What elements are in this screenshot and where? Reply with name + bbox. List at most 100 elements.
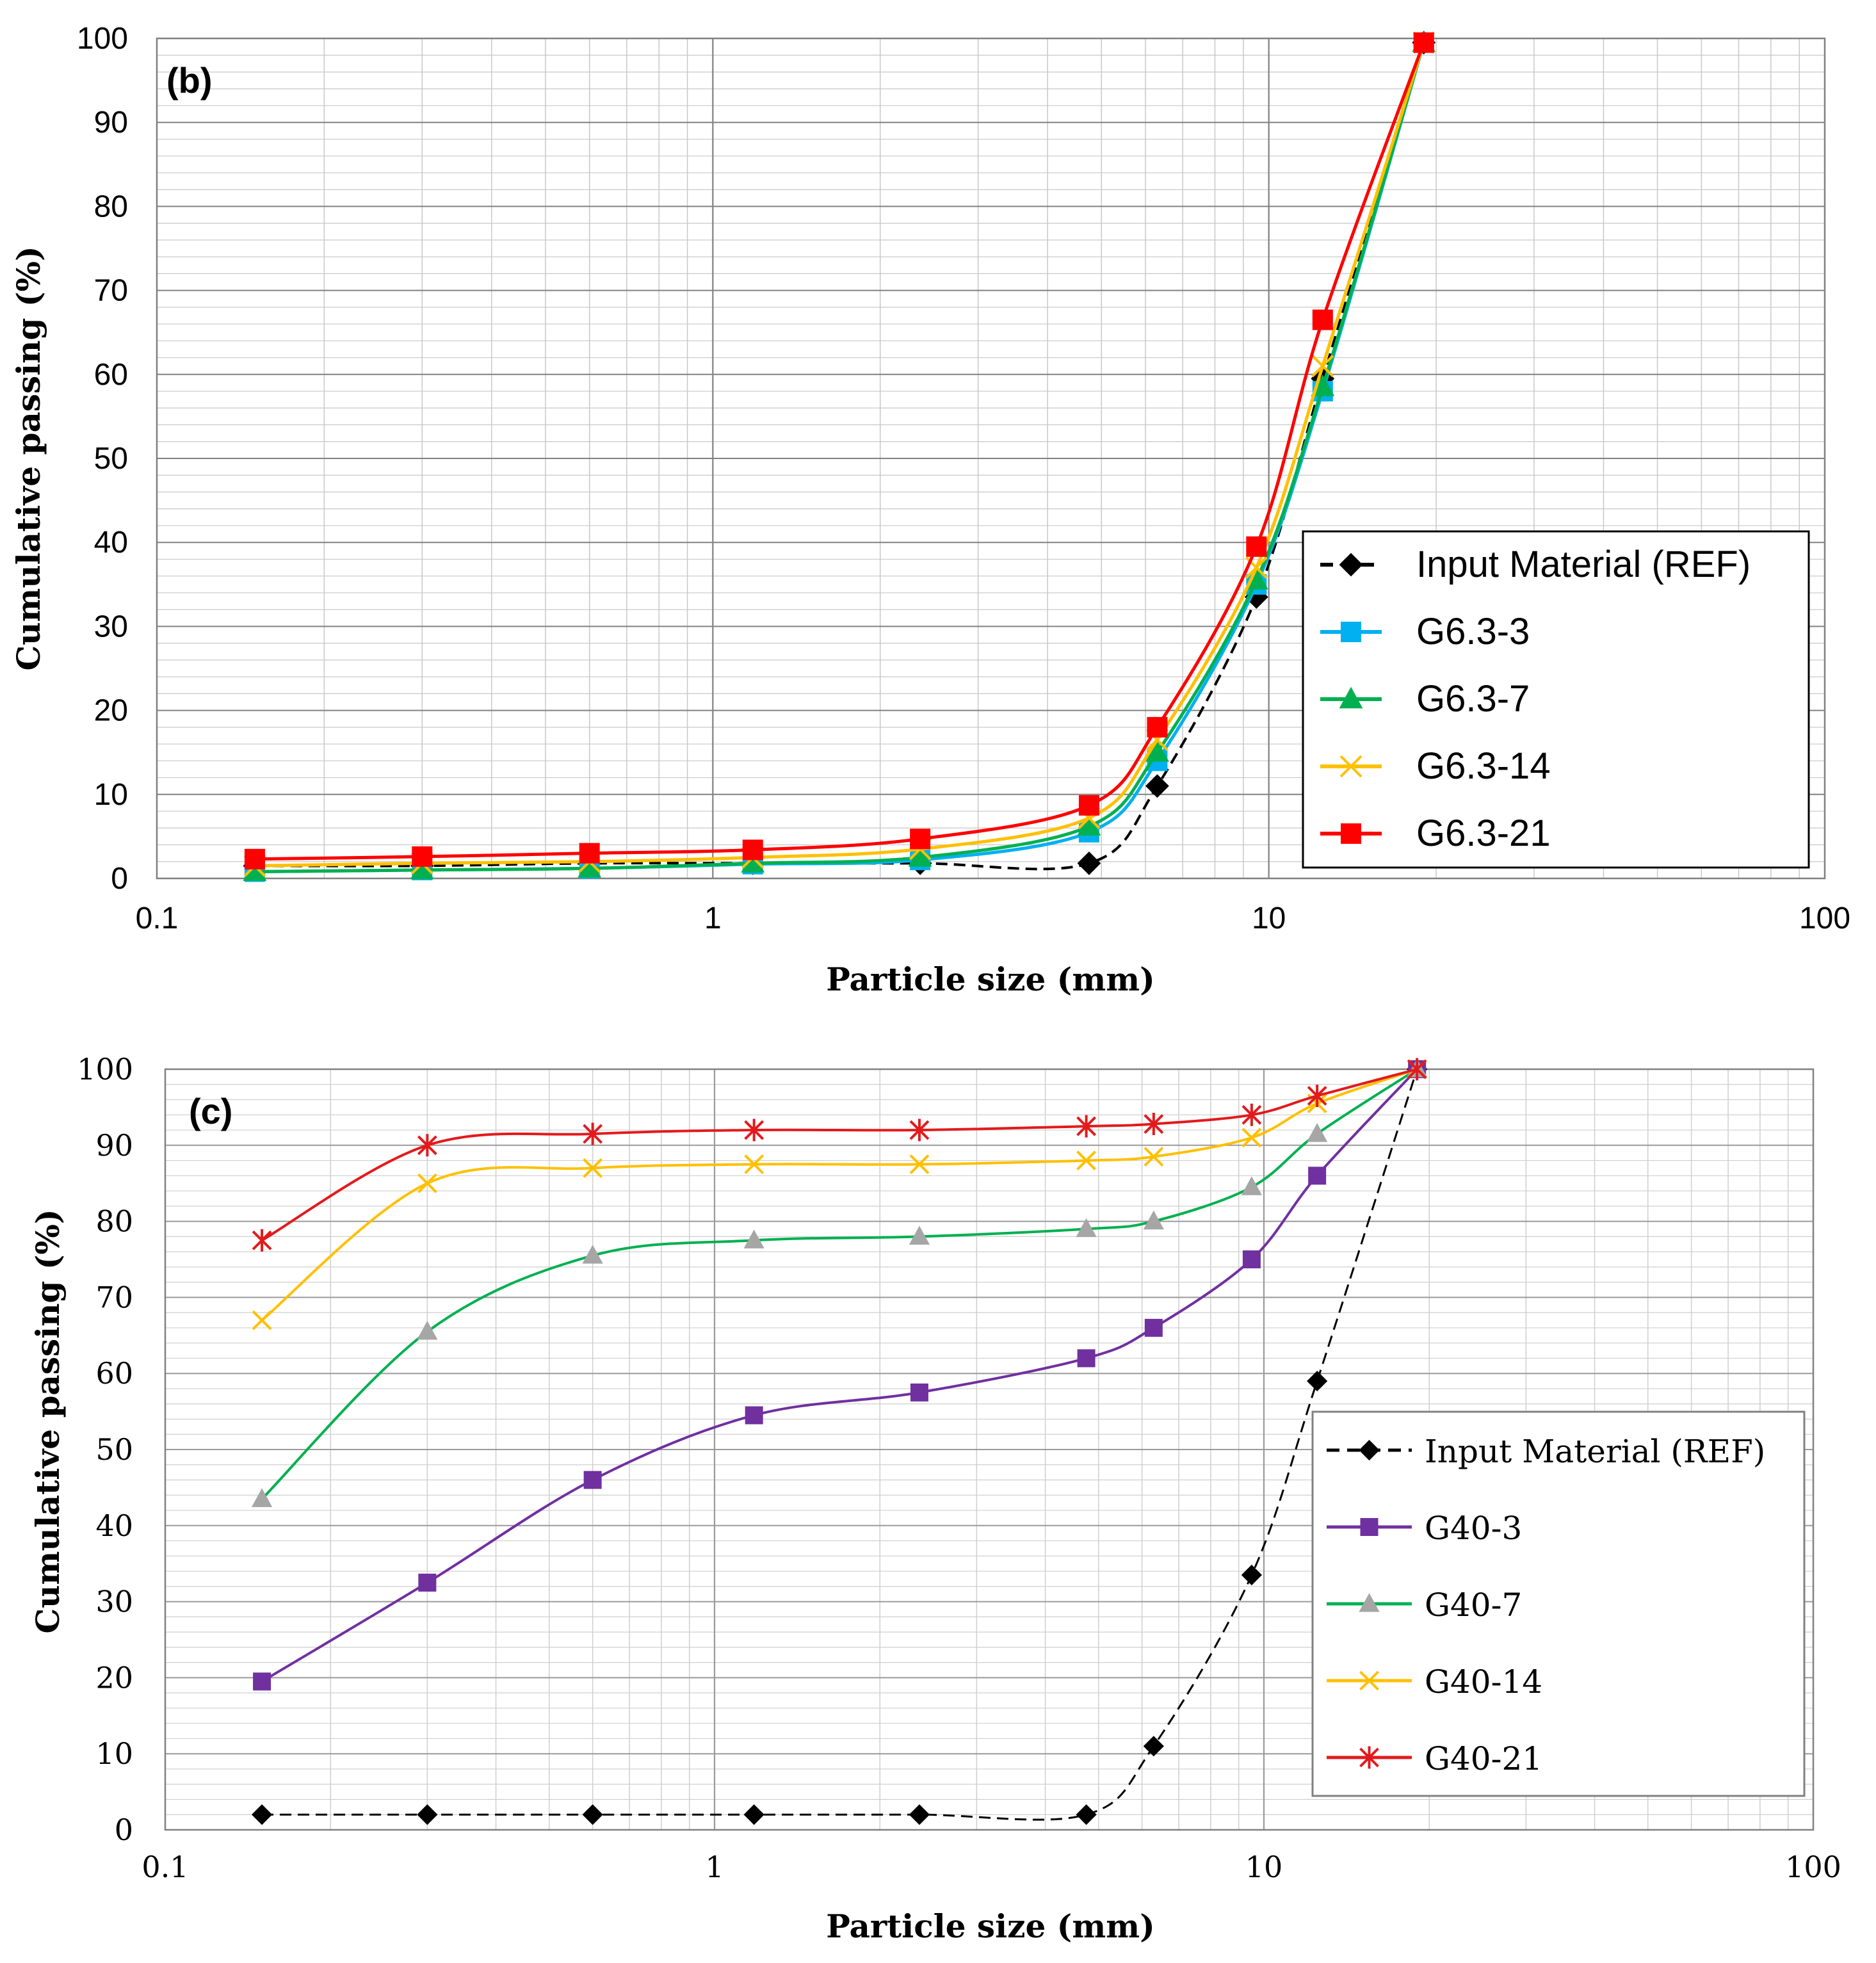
chart-b-series-line bbox=[254, 42, 1426, 868]
chart-b-series-line bbox=[254, 42, 1425, 871]
chart-b-y-tick-label: 50 bbox=[94, 442, 128, 476]
chart-b-legend-entry: G6.3-3 bbox=[1416, 611, 1530, 652]
chart-b-data-point bbox=[410, 857, 434, 880]
chart-c-y-tick-label: 40 bbox=[95, 1508, 133, 1543]
chart-b-y-tick-label: 30 bbox=[94, 610, 128, 643]
chart-c-data-point bbox=[252, 1229, 272, 1252]
chart-c-y-tick-label: 80 bbox=[95, 1204, 133, 1239]
chart-b-y-tick-label: 80 bbox=[94, 190, 128, 223]
chart-b-data-point bbox=[908, 845, 932, 867]
chart-b-legend-marker bbox=[1339, 686, 1363, 709]
chart-c-data-point bbox=[1308, 1167, 1327, 1185]
chart-c-data-point bbox=[1241, 1564, 1262, 1586]
chart-b-x-tick-label: 0.1 bbox=[136, 901, 179, 935]
chart-c-data-point bbox=[253, 1672, 271, 1691]
chart-b-panel-label: (b) bbox=[166, 60, 213, 101]
chart-c-legend-entry: G40-21 bbox=[1425, 1740, 1542, 1777]
chart-b-y-tick-label: 0 bbox=[111, 862, 128, 896]
chart-c-data-point bbox=[417, 1804, 438, 1825]
chart-b-data-point bbox=[1246, 536, 1267, 557]
chart-b-plot-frame bbox=[156, 37, 1826, 880]
chart-b-data-point bbox=[579, 843, 600, 864]
chart-b-legend: Input Material (REF) G6.3-3 G6.3-7 G6.3-14 G… bbox=[1302, 530, 1810, 869]
chart-c-data-point bbox=[1241, 1103, 1262, 1126]
chart-c-series-line bbox=[262, 1069, 1418, 1821]
chart-c-panel-label: (c) bbox=[189, 1091, 232, 1131]
chart-c-data-point bbox=[417, 1173, 437, 1193]
chart-c-legend-entry: G40-7 bbox=[1425, 1587, 1522, 1624]
chart-c-x-tick-label: 10 bbox=[1245, 1850, 1283, 1884]
chart-b-data-point bbox=[1077, 851, 1101, 875]
chart-c-legend: Input Material (REF) G40-3 G40-7 G40-14 G40-… bbox=[1311, 1410, 1806, 1797]
chart-b-legend-entry: G6.3-7 bbox=[1416, 678, 1530, 720]
chart-c-legend-entry: G40-14 bbox=[1425, 1663, 1542, 1700]
chart-b-data-point bbox=[578, 856, 602, 878]
chart-c-y-tick-label: 0 bbox=[115, 1813, 133, 1847]
chart-c-data-point bbox=[1144, 1147, 1164, 1167]
chart-b-legend-marker bbox=[1341, 622, 1361, 642]
chart-b-data-point bbox=[742, 839, 763, 860]
chart-c-series-input-material-ref- bbox=[251, 1058, 1428, 1825]
chart-b-y-tick-label: 10 bbox=[94, 778, 128, 812]
chart-c-data-point bbox=[1242, 1250, 1261, 1268]
chart-b-y-tick-label: 40 bbox=[94, 526, 128, 560]
chart-b-data-point bbox=[244, 848, 265, 869]
chart-c-x-tick-label: 0.1 bbox=[142, 1850, 188, 1884]
chart-c-data-point bbox=[1076, 1151, 1097, 1170]
chart-c-data-point bbox=[417, 1134, 437, 1157]
chart-b-series-g6-3-21 bbox=[244, 32, 1434, 869]
chart-c-y-tick-label: 10 bbox=[95, 1736, 133, 1771]
chart-c-data-point bbox=[1307, 1370, 1328, 1392]
chart-c-x-axis-title: Particle size (mm) bbox=[826, 1907, 1155, 1945]
chart-b-y-tick-label: 60 bbox=[94, 358, 128, 392]
chart-c-legend-entry: Input Material (REF) bbox=[1425, 1433, 1765, 1470]
chart-c-data-point bbox=[582, 1804, 603, 1825]
chart-c-data-point bbox=[1241, 1176, 1262, 1195]
chart-b-series-g6-3-3 bbox=[244, 32, 1434, 882]
chart-c-data-point bbox=[1407, 1058, 1427, 1081]
chart-b-data-point bbox=[412, 846, 433, 867]
chart-b-series-line bbox=[254, 42, 1426, 861]
chart-b-x-tick-label: 10 bbox=[1252, 901, 1286, 935]
chart-b-data-point bbox=[1145, 740, 1169, 762]
chart-c-data-point bbox=[744, 1154, 764, 1174]
chart-b-legend-entry: G6.3-21 bbox=[1416, 812, 1551, 854]
chart-c-data-point bbox=[1144, 1318, 1163, 1337]
chart-b-y-tick-label: 70 bbox=[94, 274, 128, 308]
chart-c-data-point bbox=[1077, 1349, 1096, 1368]
chart-b-data-point bbox=[1147, 716, 1168, 738]
chart-c-data-point bbox=[743, 1229, 764, 1248]
chart-b-series-line bbox=[254, 42, 1426, 873]
chart-c-data-point bbox=[583, 1471, 602, 1489]
chart-c-legend-marker bbox=[1359, 1746, 1379, 1769]
chart-c-x-tick-label: 100 bbox=[1785, 1850, 1841, 1884]
chart-b-y-axis-title: Cumulative passing (%) bbox=[10, 246, 47, 670]
chart-c-legend-marker bbox=[1359, 1670, 1379, 1691]
chart-c-legend-marker bbox=[1359, 1439, 1380, 1461]
chart-b-x-axis-title: Particle size (mm) bbox=[826, 960, 1155, 998]
chart-c-series-g40-3 bbox=[253, 1060, 1427, 1691]
chart-c-data-point bbox=[1307, 1123, 1328, 1142]
chart-b-data-point bbox=[1244, 585, 1268, 609]
chart-c-plot-frame bbox=[164, 1068, 1815, 1831]
chart-c-data-point bbox=[910, 1383, 928, 1402]
chart-c-data-point bbox=[251, 1804, 273, 1825]
chart-c-y-tick-label: 30 bbox=[95, 1585, 133, 1619]
chart-b-data-point bbox=[1311, 355, 1334, 378]
chart-c-data-point bbox=[583, 1122, 603, 1145]
chart-c-data-point bbox=[1307, 1085, 1327, 1108]
chart-c-data-point bbox=[909, 1154, 930, 1174]
chart-c-data-point bbox=[1076, 1218, 1097, 1238]
chart-c-data-point bbox=[745, 1406, 763, 1425]
chart-c-data-point bbox=[582, 1245, 603, 1264]
chart-b-data-point bbox=[741, 851, 765, 873]
chart-c-data-point bbox=[744, 1119, 764, 1142]
chart-b-y-tick-label: 100 bbox=[77, 22, 128, 56]
chart-c-y-tick-label: 20 bbox=[95, 1660, 133, 1695]
chart-c-data-point bbox=[1143, 1210, 1164, 1230]
chart-c-y-tick-label: 60 bbox=[95, 1356, 133, 1391]
chart-b-series-line bbox=[254, 42, 1426, 873]
chart-c-y-tick-label: 50 bbox=[95, 1432, 133, 1467]
chart-c-series-g40-21 bbox=[252, 1058, 1427, 1252]
